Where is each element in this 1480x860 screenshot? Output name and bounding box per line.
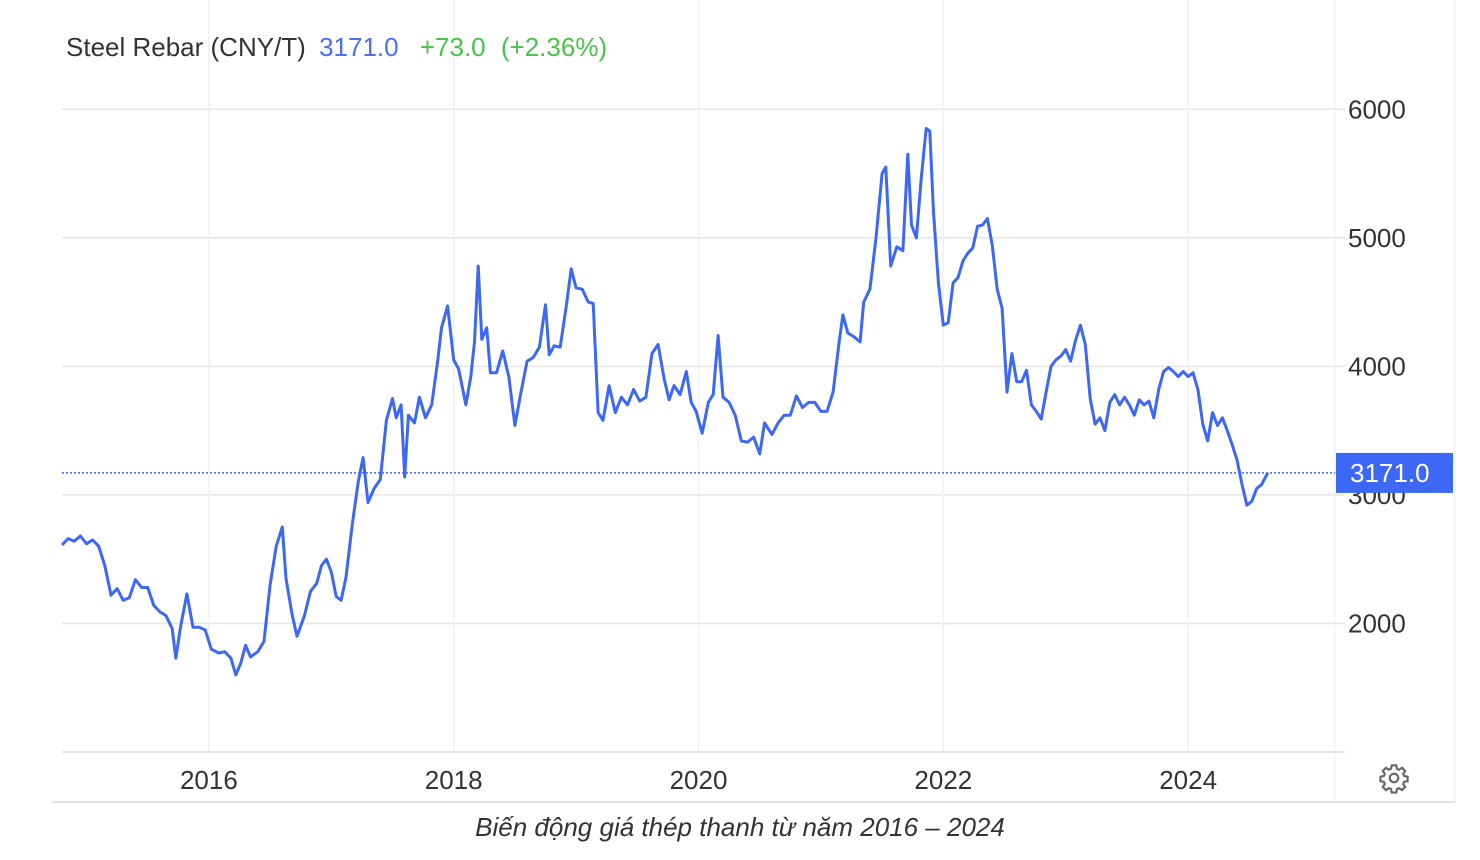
chart-legend: Steel Rebar (CNY/T) 3171.0 +73.0 (+2.36%… [66,32,607,63]
x-tick-label-2018: 2018 [425,765,483,795]
last-price-label: 3171.0 [1336,452,1453,493]
x-tick-label-2020: 2020 [670,765,728,795]
y-tick-label-6000: 6000 [1348,94,1406,124]
x-tick-label-2016: 2016 [180,765,238,795]
gear-icon[interactable] [1378,762,1410,794]
figure-caption: Biến động giá thép thanh từ năm 2016 – 2… [475,812,1005,842]
gridlines [62,0,1345,752]
y-tick-label-4000: 4000 [1348,351,1406,381]
y-tick-label-2000: 2000 [1348,608,1406,638]
legend-change: +73.0 [419,32,486,62]
x-tick-label-2022: 2022 [914,765,972,795]
x-tick-label-2024: 2024 [1159,765,1217,795]
legend-last-price: 3171.0 [319,32,399,62]
last-price-box [1336,452,1453,493]
legend-symbol: Steel Rebar (CNY/T) [66,32,306,62]
legend-change-percent: (+2.36%) [500,32,608,62]
series-line-steel-rebar [60,127,1270,677]
x-axis: 2016 2018 2020 2022 2024 [180,765,1217,795]
y-tick-label-5000: 5000 [1348,223,1406,253]
last-price-text: 3171.0 [1350,458,1430,488]
